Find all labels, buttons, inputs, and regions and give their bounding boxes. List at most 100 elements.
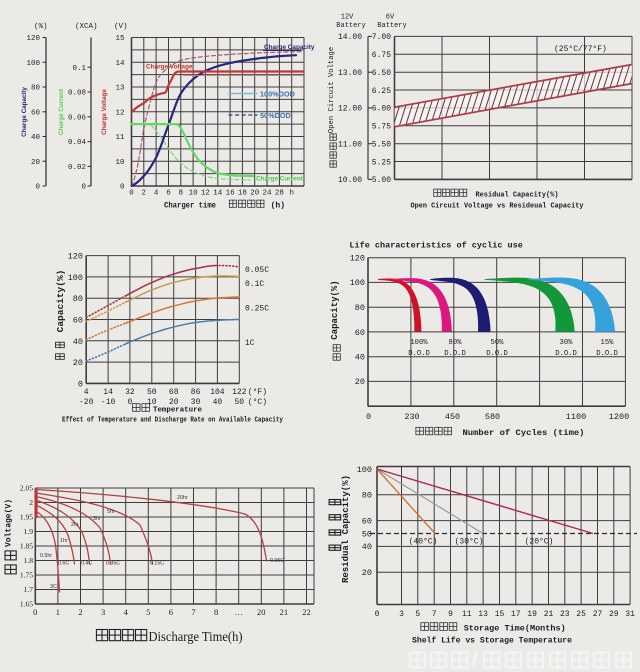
svg-text:14.00: 14.00 [338,33,362,42]
svg-text:19: 19 [527,610,537,619]
svg-text:Charge Current: Charge Current [58,88,65,135]
svg-text:12: 12 [201,190,210,198]
svg-text:21: 21 [544,610,554,619]
svg-text:16: 16 [226,190,236,198]
svg-text:-10: -10 [101,398,116,407]
svg-text:Charge Current: Charge Current [256,176,304,183]
svg-text:12V: 12V [341,14,354,22]
svg-text:100: 100 [357,465,372,475]
svg-text:1.7: 1.7 [24,585,34,594]
svg-text:5.25: 5.25 [372,158,391,167]
svg-text:20: 20 [355,377,365,387]
svg-text:7.00: 7.00 [372,33,391,42]
svg-text:60: 60 [31,109,41,117]
svg-text:18: 18 [238,190,247,198]
svg-text:4: 4 [84,388,89,397]
svg-text:(V): (V) [114,23,128,31]
svg-text:Charge Voltage: Charge Voltage [101,89,108,135]
svg-text:1hr: 1hr [60,538,68,544]
svg-text:28: 28 [275,190,284,198]
svg-text:23: 23 [560,610,570,619]
svg-text:0: 0 [375,610,380,619]
svg-text:104: 104 [210,388,225,397]
svg-text:0.1C: 0.1C [245,280,264,289]
svg-text:Capacity(%): Capacity(%) [330,280,340,339]
svg-text:6.75: 6.75 [372,51,391,60]
svg-text:D.O.D: D.O.D [596,350,618,358]
svg-text:(h): (h) [271,202,285,211]
svg-text:/: / [472,649,478,671]
svg-text:2: 2 [29,498,33,507]
svg-text:0: 0 [129,190,134,198]
svg-text:(°C): (°C) [248,398,267,407]
svg-text:Residual Capacity(%): Residual Capacity(%) [341,475,351,583]
svg-text:Effect of Temperature and Disc: Effect of Temperature and Discharge Rate… [62,417,284,425]
svg-text:22: 22 [302,607,311,617]
svg-text:80%: 80% [449,339,463,347]
svg-text:(XCA): (XCA) [75,23,98,31]
svg-text:0: 0 [120,184,125,192]
svg-text:Storage Time(Months): Storage Time(Months) [464,624,566,634]
svg-text:100: 100 [26,60,40,68]
svg-text:14: 14 [115,60,125,68]
svg-text:5.75: 5.75 [372,123,391,132]
svg-text:40: 40 [362,542,372,552]
svg-text:13: 13 [115,85,125,93]
svg-text:(30°C): (30°C) [455,538,484,547]
svg-text:3C: 3C [50,584,57,590]
svg-text:15%: 15% [601,339,615,347]
svg-text:50: 50 [234,398,244,407]
svg-text:Open Circuit Voltage: Open Circuit Voltage [328,47,336,133]
svg-text:3: 3 [101,607,105,617]
svg-text:0.06: 0.06 [68,114,87,122]
svg-text:80: 80 [73,294,83,304]
svg-text:11: 11 [115,134,125,142]
svg-text:2hr: 2hr [71,522,79,528]
svg-text:5.50: 5.50 [372,141,391,150]
svg-text:5.00: 5.00 [372,176,391,185]
svg-text:9: 9 [448,610,453,619]
svg-text:100: 100 [350,278,365,288]
svg-text:20hr: 20hr [177,495,188,501]
svg-text:10: 10 [189,190,199,198]
svg-text:0: 0 [35,184,40,192]
svg-text:Capacity(%): Capacity(%) [55,270,66,333]
svg-text:0: 0 [78,379,83,389]
svg-text:0: 0 [81,184,86,192]
svg-text:7: 7 [432,610,437,619]
svg-text:1.65: 1.65 [20,600,33,609]
svg-text:D.O.D: D.O.D [486,350,508,358]
svg-text:Shelf Life vs Storage Temperat: Shelf Life vs Storage Temperature [412,637,572,646]
svg-text:15: 15 [115,35,125,43]
svg-text:13: 13 [478,610,488,619]
svg-text:30: 30 [191,398,201,407]
svg-text:80: 80 [362,491,372,501]
svg-text:29: 29 [609,610,619,619]
svg-text:14: 14 [103,388,113,397]
svg-text:1C: 1C [245,339,255,348]
svg-text:1.8: 1.8 [24,556,34,565]
svg-text:(°F): (°F) [248,388,267,397]
svg-text:Battery: Battery [336,22,365,30]
svg-text:0.1: 0.1 [72,65,86,73]
svg-text:0: 0 [366,412,371,422]
svg-text:0.35C: 0.35C [106,561,120,567]
svg-text:4: 4 [154,190,159,198]
svg-text:230: 230 [404,412,419,422]
svg-text:100: 100 [68,273,83,283]
svg-text:(20°C): (20°C) [525,538,554,547]
svg-text:6.50: 6.50 [372,69,391,78]
svg-text:0.08: 0.08 [68,90,86,98]
svg-text:40: 40 [31,134,41,142]
svg-text:80: 80 [355,303,365,313]
svg-text:11.00: 11.00 [338,141,362,150]
svg-text:5: 5 [146,607,150,617]
svg-text:4: 4 [124,607,129,617]
svg-text:(%): (%) [34,23,48,31]
svg-text:5: 5 [415,610,420,619]
svg-text:6: 6 [169,607,173,617]
svg-text:Charger time: Charger time [164,202,216,211]
svg-text:7: 7 [191,607,195,617]
svg-text:120: 120 [350,254,365,264]
svg-text:40: 40 [213,398,223,407]
